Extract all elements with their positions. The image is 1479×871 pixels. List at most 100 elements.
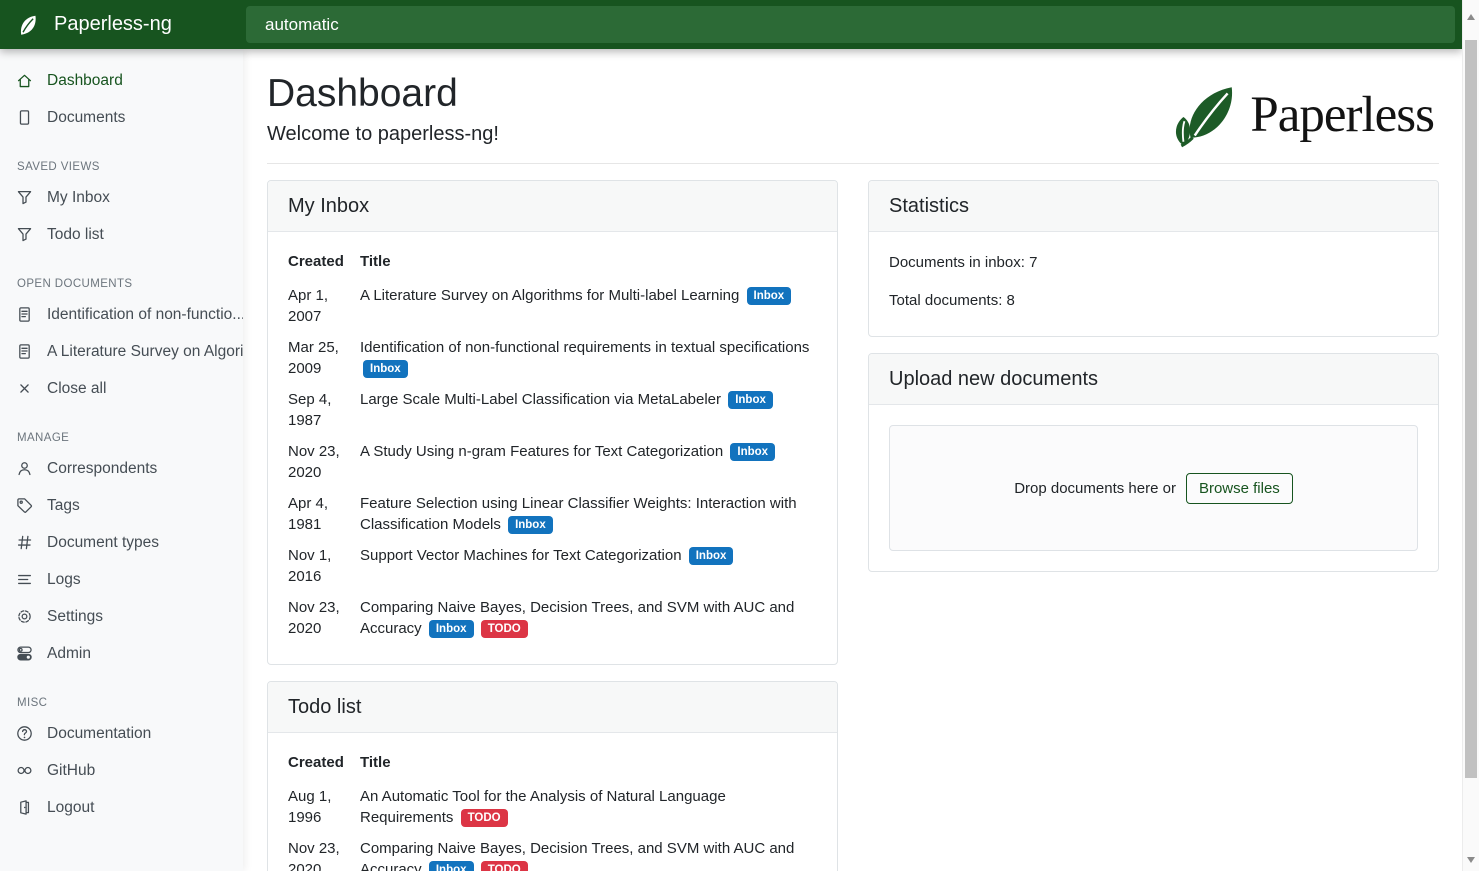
tag-badge[interactable]: Inbox (428, 620, 474, 638)
sidebar-item-correspondents[interactable]: Correspondents (0, 450, 243, 487)
table-row: Nov 1, 2016 Support Vector Machines for T… (288, 540, 817, 592)
my-inbox-card: My Inbox Created Title Apr 1, 2007 A Lite… (267, 180, 838, 665)
tag-badge[interactable]: Inbox (730, 443, 776, 461)
brand-label: Paperless-ng (54, 13, 172, 35)
document-link[interactable]: A Study Using n-gram Features for Text C… (360, 443, 724, 460)
tag-badge[interactable]: TODO (480, 861, 528, 871)
document-link[interactable]: An Automatic Tool for the Analysis of Na… (360, 788, 726, 826)
tag-icon (17, 498, 33, 513)
sidebar-item-my-inbox[interactable]: My Inbox (0, 179, 243, 216)
sidebar-item-logs[interactable]: Logs (0, 561, 243, 598)
table-row: Apr 4, 1981 Feature Selection using Linea… (288, 488, 817, 540)
documents-in-inbox-count: Documents in inbox: 7 (889, 254, 1038, 271)
tag-badge[interactable]: TODO (460, 809, 508, 827)
document-link[interactable]: Comparing Naive Bayes, Decision Trees, a… (360, 840, 795, 871)
document-link[interactable]: Feature Selection using Linear Classifie… (360, 495, 797, 533)
table-row: Nov 23, 2020 A Study Using n-gram Feature… (288, 436, 817, 488)
tag-badge[interactable]: Inbox (428, 861, 474, 871)
sidebar-item-close-all[interactable]: Close all (0, 370, 243, 407)
header-divider (267, 163, 1439, 164)
document-link[interactable]: Comparing Naive Bayes, Decision Trees, a… (360, 599, 795, 637)
window-scrollbar[interactable] (1462, 0, 1479, 871)
link-icon (17, 766, 32, 775)
sidebar-item-settings[interactable]: Settings (0, 598, 243, 635)
total-documents-count: Total documents: 8 (889, 292, 1015, 309)
column-header-title: Title (360, 253, 391, 270)
logo-leaf-icon (1176, 87, 1233, 148)
created-date: Nov 23, 2020 (288, 599, 340, 637)
sidebar-item-label: Admin (47, 645, 91, 662)
house-icon (17, 74, 32, 88)
leaf-icon (20, 15, 36, 35)
sidebar-item-documentation[interactable]: Documentation (0, 715, 243, 752)
created-date: Sep 4, 1987 (288, 391, 332, 429)
sidebar-item-label: Logout (47, 799, 95, 816)
sidebar-item-label: Documents (47, 109, 126, 126)
upload-card: Upload new documents Drop documents here… (868, 353, 1439, 572)
sidebar-item-label: Close all (47, 380, 107, 397)
created-date: Nov 23, 2020 (288, 840, 340, 871)
created-date: Nov 1, 2016 (288, 547, 332, 585)
my-inbox-card-title: My Inbox (268, 181, 837, 232)
sidebar-item-label: Correspondents (47, 460, 158, 477)
sidebar-item-label: Identification of non-functio... (47, 306, 243, 323)
statistics-card-title: Statistics (869, 181, 1438, 232)
sidebar-item-label: Documentation (47, 725, 152, 742)
column-header-created: Created (288, 754, 344, 771)
person-icon (18, 462, 31, 476)
sidebar-item-admin[interactable]: Admin (0, 635, 243, 672)
todo-list-card-title: Todo list (268, 682, 837, 733)
sidebar-section-title: MANAGE (17, 432, 70, 444)
list-icon (18, 574, 31, 585)
tag-badge[interactable]: TODO (480, 620, 528, 638)
hash-icon (17, 535, 32, 550)
sidebar-item-documents[interactable]: Documents (0, 99, 243, 136)
tag-badge[interactable]: Inbox (508, 516, 553, 534)
upload-dropzone[interactable]: Drop documents here or Browse files (889, 425, 1418, 551)
sidebar-item-label: A Literature Survey on Algori... (47, 343, 243, 360)
document-link[interactable]: Large Scale Multi-Label Classification v… (360, 391, 722, 408)
sidebar-item-tags[interactable]: Tags (0, 487, 243, 524)
table-row: Nov 23, 2020 Comparing Naive Bayes, Decis… (288, 833, 817, 871)
sidebar-item-label: Logs (47, 571, 81, 588)
tag-badge[interactable]: Inbox (688, 547, 734, 565)
sidebar-item-a-literature-survey-on-algori[interactable]: A Literature Survey on Algori... (0, 333, 243, 370)
global-search-input[interactable] (246, 6, 1455, 43)
scrollbar-thumb[interactable] (1465, 40, 1477, 778)
tag-badge[interactable]: Inbox (746, 287, 792, 305)
sidebar-item-label: Todo list (47, 226, 104, 243)
document-link[interactable]: Identification of non-functional require… (360, 339, 810, 356)
sidebar: Dashboard Documents SAVED VIEWS My Inbox Tod… (0, 49, 243, 871)
upload-card-title: Upload new documents (869, 354, 1438, 405)
table-row: Sep 4, 1987 Large Scale Multi-Label Class… (288, 384, 817, 436)
scrollbar-up-arrow[interactable] (1467, 14, 1475, 20)
sidebar-item-label: My Inbox (47, 189, 110, 206)
scrollbar-down-arrow[interactable] (1467, 857, 1475, 863)
statistics-card: Statistics Documents in inbox: 7 Total d… (868, 180, 1439, 337)
tag-badge[interactable]: Inbox (728, 391, 773, 409)
door-icon (20, 800, 30, 815)
tag-badge[interactable]: Inbox (363, 360, 408, 378)
sidebar-item-identification-of-non-functio[interactable]: Identification of non-functio... (0, 296, 243, 333)
sidebar-item-github[interactable]: GitHub (0, 752, 243, 789)
sidebar-item-document-types[interactable]: Document types (0, 524, 243, 561)
file-text-icon (19, 344, 30, 359)
sidebar-item-label: GitHub (47, 762, 96, 779)
main-content: Dashboard Welcome to paperless-ng! Paper… (243, 49, 1462, 871)
sidebar-item-dashboard[interactable]: Dashboard (0, 62, 243, 99)
sidebar-item-todo-list[interactable]: Todo list (0, 216, 243, 253)
browse-files-button[interactable]: Browse files (1185, 472, 1293, 504)
document-link[interactable]: A Literature Survey on Algorithms for Mu… (360, 287, 740, 304)
sidebar-item-logout[interactable]: Logout (0, 789, 243, 826)
table-row: Aug 1, 1996 An Automatic Tool for the Ana… (288, 781, 817, 833)
file-icon (19, 110, 30, 125)
brand-home-link[interactable]: Paperless-ng (0, 12, 243, 38)
page-subtitle: Welcome to paperless-ng! (267, 123, 499, 145)
column-header-created: Created (288, 253, 344, 270)
created-date: Apr 1, 2007 (288, 287, 329, 325)
created-date: Apr 4, 1981 (288, 495, 329, 533)
document-link[interactable]: Support Vector Machines for Text Categor… (360, 547, 682, 564)
sidebar-section-title: MISC (17, 697, 48, 709)
sidebar-item-label: Tags (47, 497, 80, 514)
created-date: Aug 1, 1996 (288, 788, 332, 826)
